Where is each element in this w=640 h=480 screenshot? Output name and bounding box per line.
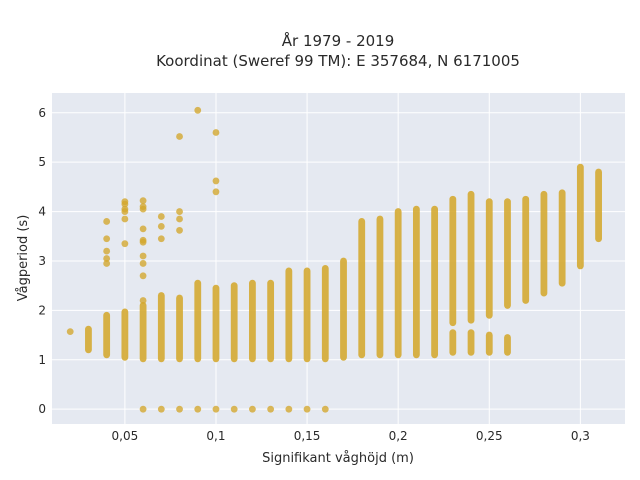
x-tick-label: 0,25 — [476, 429, 503, 443]
data-point — [157, 222, 165, 230]
data-point — [139, 405, 147, 413]
y-tick-label: 5 — [38, 155, 46, 169]
data-point-column — [522, 195, 530, 304]
data-point — [230, 405, 238, 413]
data-point — [249, 405, 256, 413]
data-point-column — [139, 302, 147, 363]
data-point-column — [121, 308, 129, 361]
data-point — [176, 133, 183, 140]
data-point — [157, 213, 165, 220]
data-point — [103, 255, 111, 262]
y-tick-label: 3 — [38, 254, 46, 268]
data-point — [103, 218, 111, 225]
data-point — [139, 260, 147, 267]
tick-labels: 0,05 0,1 0,15 0,2 0,25 0,3 0 1 2 3 4 5 6 — [38, 106, 590, 443]
data-point-column — [157, 292, 165, 363]
data-point-column — [412, 205, 420, 359]
data-point-column — [303, 267, 311, 363]
data-point — [267, 405, 275, 413]
y-axis-label: Vågperiod (s) — [16, 215, 31, 302]
data-point — [103, 247, 111, 255]
data-point — [176, 208, 183, 215]
data-point — [121, 208, 129, 215]
data-point — [303, 405, 311, 413]
data-point-column — [249, 279, 256, 363]
data-point-column — [103, 311, 111, 359]
x-tick-label: 0,3 — [571, 429, 590, 443]
data-point — [121, 240, 129, 248]
y-tick-label: 2 — [38, 303, 46, 317]
x-tick-label: 0,2 — [389, 429, 408, 443]
data-point — [139, 197, 147, 205]
data-point — [157, 235, 165, 243]
data-point-column — [485, 198, 493, 319]
y-tick-label: 6 — [38, 106, 46, 120]
data-point-column — [85, 325, 92, 354]
x-axis-label: Signifikant våghöjd (m) — [262, 451, 414, 466]
data-point-column — [340, 257, 347, 361]
x-tick-label: 0,05 — [112, 429, 139, 443]
data-point — [103, 260, 111, 267]
data-point — [157, 405, 165, 413]
y-tick-label: 0 — [38, 402, 46, 416]
y-tick-label: 4 — [38, 205, 46, 219]
data-point — [66, 328, 74, 336]
data-point-column — [504, 334, 511, 356]
data-point-column — [176, 294, 183, 363]
data-point-column — [394, 208, 402, 359]
data-point-column — [540, 190, 548, 297]
data-point — [176, 405, 183, 413]
data-point-column — [449, 195, 457, 327]
data-point — [176, 215, 183, 223]
data-point-column — [358, 218, 366, 359]
data-point — [212, 177, 220, 185]
data-point-column — [321, 264, 329, 363]
data-point-column — [212, 284, 220, 363]
data-point-column — [504, 198, 511, 309]
data-point-column — [467, 190, 475, 324]
data-point — [139, 205, 147, 213]
data-point-column — [558, 189, 566, 287]
chart-title-line1: År 1979 - 2019 — [282, 31, 395, 50]
data-point — [212, 129, 220, 136]
x-tick-label: 0,15 — [294, 429, 321, 443]
data-point — [121, 200, 129, 208]
data-point — [139, 297, 147, 304]
data-point — [139, 252, 147, 260]
data-point-column — [376, 215, 384, 359]
data-point — [212, 405, 220, 413]
data-point-column — [485, 331, 493, 356]
data-point-column — [576, 163, 584, 270]
data-point-column — [595, 168, 602, 243]
y-tick-label: 1 — [38, 353, 46, 367]
x-tick-label: 0,1 — [206, 429, 225, 443]
data-point — [176, 226, 183, 234]
data-point-column — [267, 279, 275, 363]
data-point — [212, 188, 220, 196]
data-point — [103, 235, 111, 243]
chart-title-line2: Koordinat (Sweref 99 TM): E 357684, N 61… — [156, 52, 520, 70]
data-point — [139, 225, 147, 233]
data-point-column — [449, 329, 457, 356]
data-point — [285, 405, 293, 413]
data-point-column — [467, 329, 475, 356]
data-points — [66, 106, 602, 413]
data-point — [139, 238, 147, 246]
data-point — [321, 405, 329, 413]
data-point — [139, 272, 147, 280]
data-point — [121, 215, 129, 223]
data-point-column — [285, 267, 293, 363]
data-point — [194, 405, 202, 413]
plot-background — [52, 93, 625, 424]
data-point — [194, 106, 202, 114]
data-point-column — [431, 205, 439, 359]
data-point-column — [194, 279, 202, 363]
data-point-column — [230, 282, 238, 363]
